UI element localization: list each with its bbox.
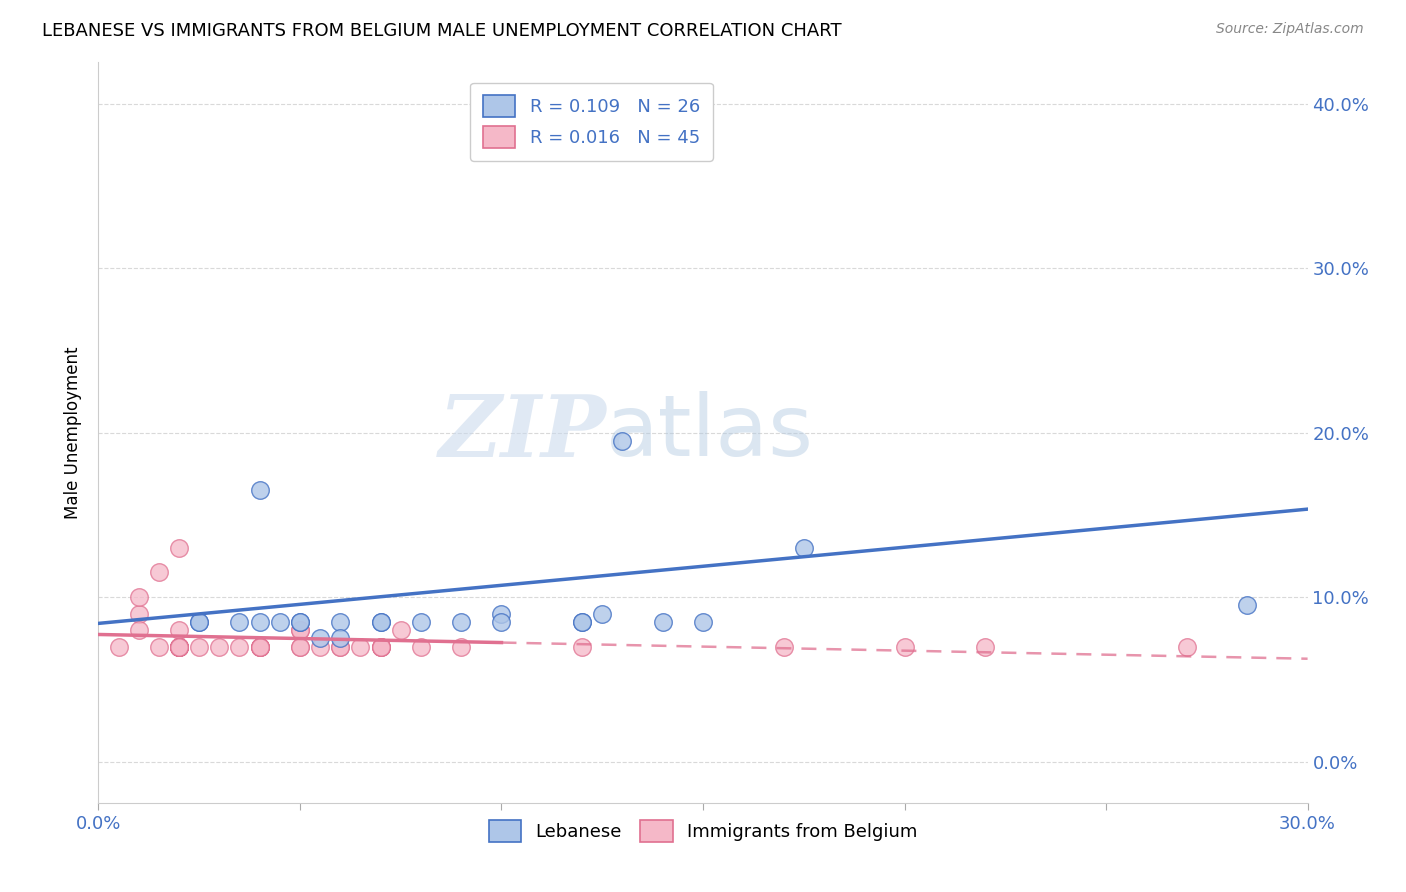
Point (167, 640, 190, 654)
Point (389, 623, 412, 637)
Point (793, 541, 815, 555)
Point (309, 640, 332, 654)
Point (1175, 640, 1198, 654)
Point (148, 566, 170, 580)
Text: LEBANESE VS IMMIGRANTS FROM BELGIUM MALE UNEMPLOYMENT CORRELATION CHART: LEBANESE VS IMMIGRANTS FROM BELGIUM MALE… (42, 22, 842, 40)
Point (228, 640, 250, 654)
Point (450, 640, 472, 654)
Point (167, 541, 190, 555)
Point (974, 640, 997, 654)
Point (249, 640, 271, 654)
Point (370, 615, 392, 629)
Point (249, 640, 271, 654)
Point (167, 640, 190, 654)
Point (571, 615, 593, 629)
Point (167, 640, 190, 654)
Point (249, 640, 271, 654)
Point (128, 590, 150, 604)
Point (167, 623, 190, 637)
Point (692, 615, 714, 629)
Point (269, 615, 291, 629)
Point (772, 640, 794, 654)
Point (309, 632, 332, 646)
Point (107, 640, 129, 654)
Point (148, 640, 170, 654)
Point (249, 483, 271, 498)
Point (409, 640, 432, 654)
Point (188, 640, 211, 654)
Point (370, 640, 392, 654)
Point (370, 640, 392, 654)
Point (288, 623, 311, 637)
Point (571, 640, 593, 654)
Point (288, 623, 311, 637)
Point (128, 623, 150, 637)
Point (893, 640, 915, 654)
Text: Source: ZipAtlas.com: Source: ZipAtlas.com (1216, 22, 1364, 37)
Text: atlas: atlas (606, 391, 814, 475)
Point (188, 615, 211, 629)
Point (370, 640, 392, 654)
Point (167, 640, 190, 654)
Point (167, 640, 190, 654)
Point (188, 615, 211, 629)
Point (409, 615, 432, 629)
Point (288, 640, 311, 654)
Point (167, 640, 190, 654)
Point (329, 640, 352, 654)
Point (571, 615, 593, 629)
Point (591, 607, 613, 621)
Point (249, 640, 271, 654)
Point (228, 615, 250, 629)
Point (128, 607, 150, 621)
Point (288, 640, 311, 654)
Point (349, 640, 371, 654)
Y-axis label: Male Unemployment: Male Unemployment (65, 346, 83, 519)
Point (249, 640, 271, 654)
Point (329, 632, 352, 646)
Point (329, 640, 352, 654)
Point (288, 615, 311, 629)
Point (167, 640, 190, 654)
Point (167, 640, 190, 654)
Text: ZIP: ZIP (439, 391, 606, 475)
Point (651, 615, 673, 629)
Point (612, 434, 634, 448)
Point (208, 640, 231, 654)
Point (329, 615, 352, 629)
Point (491, 615, 513, 629)
Point (167, 640, 190, 654)
Point (631, 137, 654, 152)
Point (491, 607, 513, 621)
Point (370, 640, 392, 654)
Point (1236, 599, 1258, 613)
Point (288, 615, 311, 629)
Legend: Lebanese, Immigrants from Belgium: Lebanese, Immigrants from Belgium (481, 813, 925, 849)
Point (370, 615, 392, 629)
Point (249, 615, 271, 629)
Point (450, 615, 472, 629)
